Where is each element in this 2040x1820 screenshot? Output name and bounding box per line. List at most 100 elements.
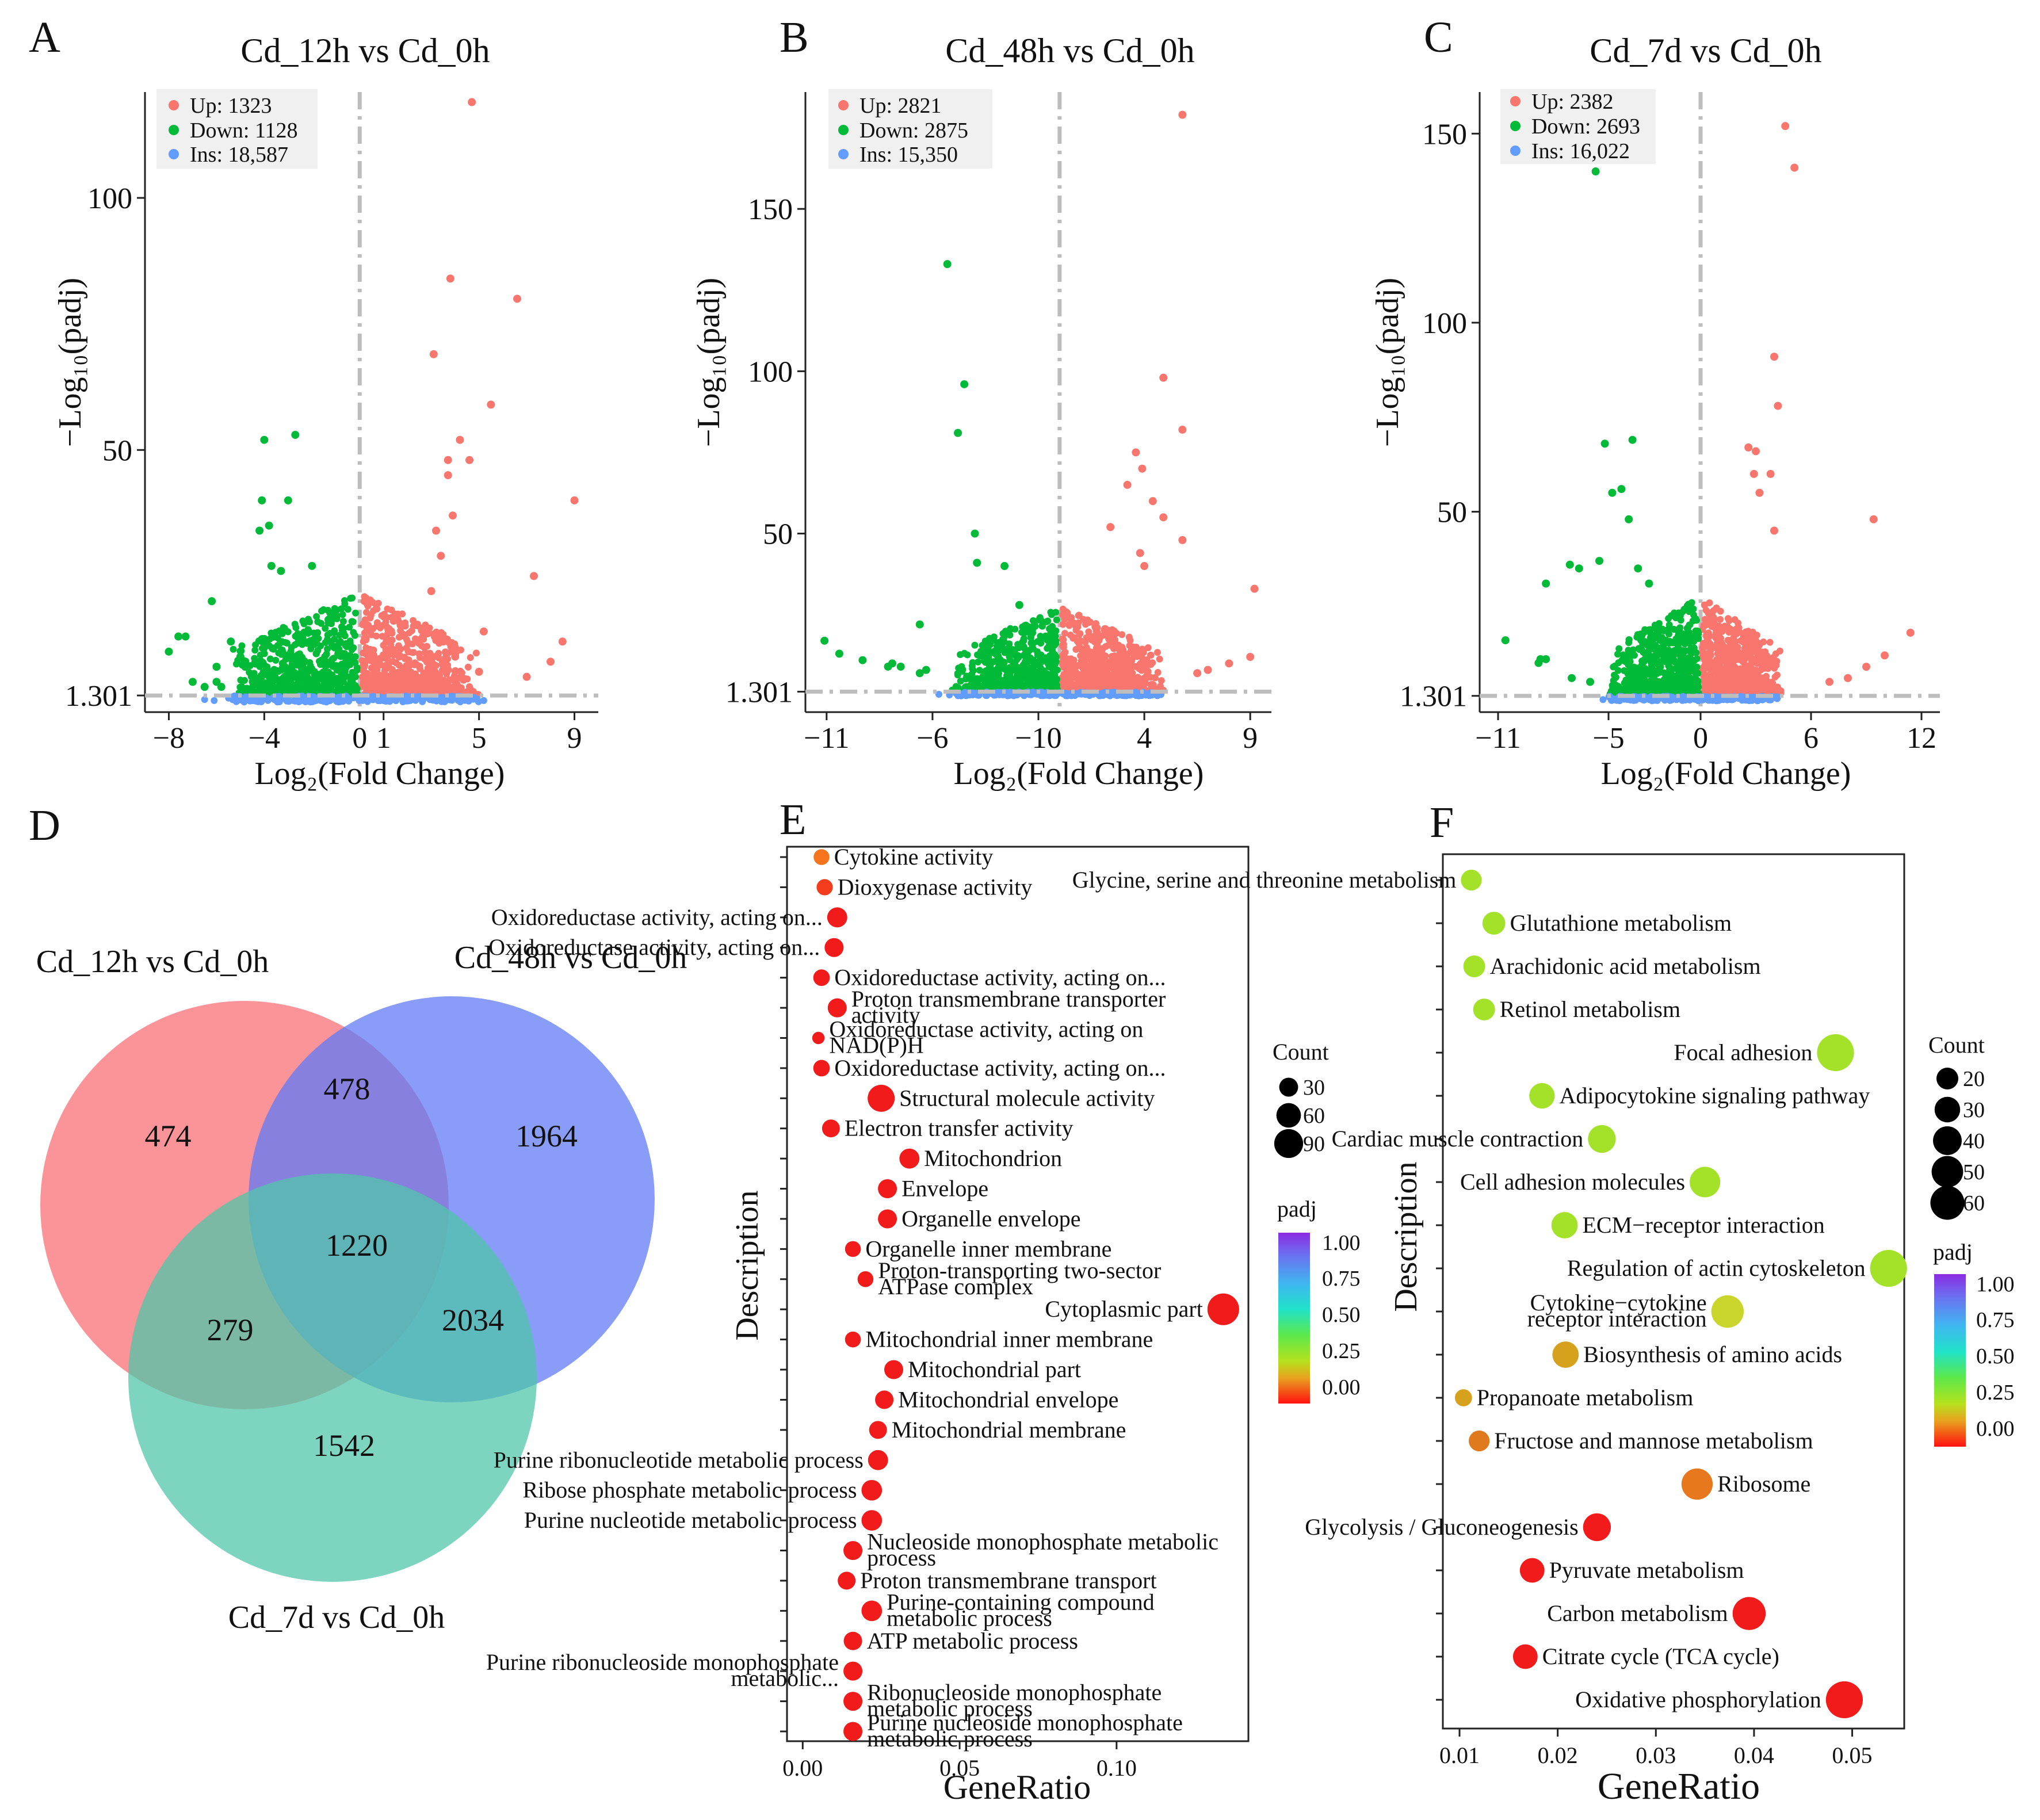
volcano-a-legend-down-key [169,125,179,135]
volcano-up-point [1708,623,1716,630]
volcano-down-point [1052,653,1060,661]
volcano-up-point [1136,676,1143,684]
volcano-down-point [1542,655,1550,663]
volcano-down-point [342,652,350,659]
volcano-up-point [365,621,372,629]
volcano-up-point [1106,677,1114,685]
volcano-down-point [1024,671,1032,679]
volcano-down-point [265,521,273,530]
volcano-up-point [379,633,386,640]
volcano-up-point [1079,664,1087,672]
volcano-up-point [1060,650,1068,657]
volcano-up-point [376,655,383,662]
volcano-down-point [1534,659,1543,667]
volcano-ins-point [472,695,480,702]
volcano-up-point [1088,636,1095,644]
volcano-up-point [380,613,387,621]
volcano-down-point [1015,601,1023,609]
volcano-up-point [1770,655,1778,663]
volcano-down-point [1686,668,1694,675]
volcano-up-point [1728,648,1735,655]
enrichment-dot [822,1119,840,1138]
volcano-plot-b: Cd_48h vs Cd_0h Up: 2821 Down: 2875 Ins:… [691,32,1271,792]
volcano-ins-point [1064,690,1072,698]
volcano-down-point [964,651,971,659]
volcano-down-point [957,678,964,685]
volcano-down-point [1690,644,1698,652]
volcano-down-point [1000,633,1008,641]
volcano-down-point [1043,618,1050,625]
term-label: Oxidoreductase activity, acting on... [488,934,820,960]
volcano-up-point [451,652,460,661]
enrichment-dot [878,1179,897,1199]
volcano-ins-point [1108,689,1115,696]
enrichment-dot [827,907,847,928]
volcano-up-point [1754,682,1761,689]
volcano-up-point [1065,673,1073,680]
volcano-down-point [1021,651,1028,659]
volcano-up-point [446,274,454,283]
volcano-up-point [1129,670,1136,677]
volcano-down-point [261,679,269,687]
volcano-ins-point [480,697,487,704]
volcano-up-point [358,657,366,664]
volcano-up-point [1703,631,1710,638]
volcano-up-point [403,662,410,669]
volcano-up-point [1721,622,1728,630]
volcano-down-point [1652,622,1660,629]
term-label: Cytokine activity [834,844,994,870]
volcano-ins-point [400,696,408,703]
volcano-down-point [318,607,326,615]
term-label: Proton transmembrane transporter [851,986,1166,1012]
volcano-up-point [1714,633,1722,640]
volcano-down-point [985,658,992,666]
panel-letter-d: D [29,801,60,850]
volcano-up-point [1091,656,1098,664]
panel-letter-b: B [780,13,809,62]
volcano-up-point [397,627,404,634]
volcano-down-point [974,651,981,659]
volcano-down-point [1000,562,1009,571]
volcano-down-point [1029,617,1037,624]
volcano-down-point [346,624,353,631]
volcano-up-point [401,653,408,661]
volcano-down-point [1610,663,1617,671]
volcano-down-point [321,662,328,669]
volcano-a-legend-ins-key [169,149,179,159]
x-tick-label: 1 [376,722,391,755]
volcano-down-point [341,664,348,672]
volcano-down-point [1595,557,1603,565]
volcano-down-point [981,645,988,652]
volcano-down-point [304,630,312,637]
x-tick-label: −4 [249,722,280,755]
volcano-down-point [255,680,262,688]
volcano-down-point [968,671,976,678]
volcano-down-point [1654,660,1661,668]
venn-count-all-three: 1220 [326,1228,388,1263]
volcano-up-point [1250,584,1259,593]
volcano-b-ylabel: −Log₁₀(padj) [691,278,727,448]
volcano-up-point [464,687,471,695]
volcano-ins-point [1599,696,1607,703]
volcano-down-point [1568,674,1576,682]
volcano-ins-point [935,690,942,698]
y-tick-label: 150 [1422,118,1467,151]
volcano-ins-point [1098,689,1106,697]
volcano-down-point [188,678,197,686]
volcano-up-point [377,677,384,685]
volcano-down-point [1625,636,1633,644]
volcano-down-point [284,680,292,688]
volcano-up-point [388,606,395,614]
volcano-up-point [479,627,488,636]
volcano-up-point [1743,666,1750,673]
volcano-down-point [338,626,346,634]
venn-count-48h-7d: 2034 [442,1303,504,1337]
volcano-up-point [1065,679,1073,687]
volcano-up-point [449,511,457,520]
volcano-up-point [435,654,443,662]
volcano-up-point [1774,402,1782,410]
volcano-down-point [255,526,264,535]
volcano-up-point [376,624,384,632]
volcano-up-point [1777,687,1785,694]
volcano-up-point [410,649,417,656]
